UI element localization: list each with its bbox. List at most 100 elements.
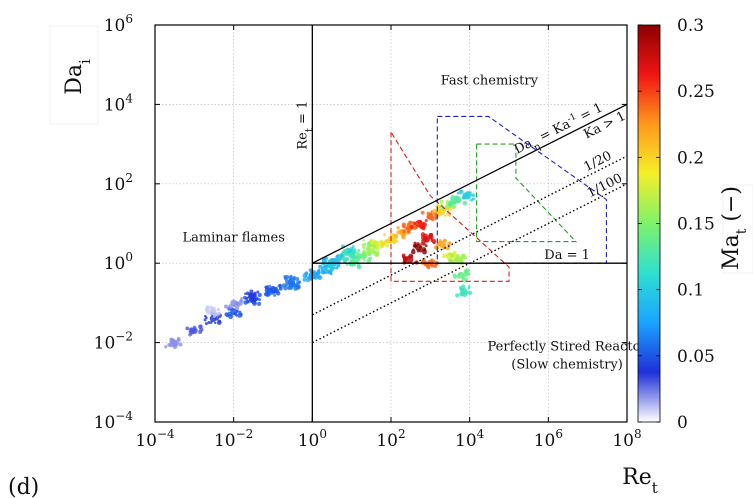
data-point-cluster	[450, 197, 453, 201]
data-point-cluster	[363, 242, 367, 246]
data-point-cluster	[357, 249, 361, 253]
region-label: (Slow chemistry)	[511, 358, 623, 373]
data-point-cluster	[393, 233, 399, 239]
x-tick-label: 102	[376, 427, 405, 451]
data-point-cluster	[330, 272, 333, 276]
data-point-cluster	[323, 257, 327, 261]
x-axis-title: Ret	[622, 465, 658, 497]
data-point-cluster	[362, 239, 365, 242]
data-point-cluster	[467, 287, 470, 290]
data-point-cluster	[217, 312, 221, 315]
data-point-cluster	[455, 293, 460, 298]
data-point-cluster	[452, 250, 457, 255]
data-point-cluster	[316, 270, 321, 274]
data-point-cluster	[456, 274, 461, 279]
data-point-cluster	[238, 310, 242, 314]
data-point-cluster	[446, 246, 450, 251]
data-point-cluster	[460, 288, 465, 293]
data-point-cluster	[383, 233, 387, 237]
data-point-cluster	[454, 195, 459, 201]
x-tick-label: 104	[455, 427, 485, 451]
x-tick-label: 106	[534, 427, 563, 451]
y-ticks: 10−4 10−2 100 102 104 106	[94, 12, 627, 433]
data-point-cluster	[212, 306, 216, 310]
data-point-cluster	[469, 193, 473, 197]
data-point-cluster	[343, 251, 349, 257]
data-point-cluster	[452, 205, 456, 209]
data-point-cluster	[421, 238, 427, 244]
data-point-cluster	[460, 189, 463, 193]
data-point-cluster	[278, 286, 283, 291]
data-point-cluster	[290, 282, 295, 287]
data-point-cluster	[462, 292, 468, 298]
colorbar-tick-label: 0.25	[677, 82, 715, 102]
data-point-cluster	[413, 221, 417, 225]
data-point-cluster	[314, 275, 317, 278]
data-point-cluster	[170, 338, 176, 343]
data-point-cluster	[392, 241, 396, 245]
data-point-cluster	[295, 280, 301, 286]
data-point-cluster	[214, 321, 217, 325]
data-point-cluster	[341, 256, 346, 261]
data-point-cluster	[366, 245, 371, 250]
data-point-cluster	[256, 301, 262, 306]
boundary-label: Ret = 1	[295, 101, 315, 150]
data-point-cluster	[435, 204, 441, 210]
data-point-cluster	[249, 289, 254, 294]
boundary-lines	[311, 25, 627, 422]
data-point-cluster	[235, 309, 239, 313]
colorbar-tick-label: 0	[677, 413, 688, 433]
data-point-cluster	[467, 290, 473, 295]
data-point-cluster	[464, 269, 468, 273]
data-point-cluster	[233, 312, 238, 316]
data-point-cluster	[466, 291, 470, 295]
data-point-cluster	[188, 332, 192, 337]
data-point-cluster	[172, 342, 178, 348]
data-point-cluster	[466, 191, 470, 195]
data-point-cluster	[265, 291, 271, 297]
data-point-cluster	[430, 239, 434, 242]
data-point-cluster	[375, 252, 379, 256]
data-point-cluster	[409, 224, 414, 229]
data-point-cluster	[223, 304, 229, 309]
data-point-cluster	[192, 325, 197, 330]
colorbar-tick-label: 0.1	[677, 281, 704, 301]
data-point-cluster	[281, 283, 287, 288]
data-point-cluster	[361, 243, 364, 247]
data-point-cluster	[216, 307, 221, 312]
data-point-cluster	[461, 195, 467, 200]
data-point-cluster	[455, 258, 458, 261]
data-point-cluster	[295, 276, 300, 282]
data-point-cluster	[228, 304, 233, 309]
data-point-cluster	[427, 266, 431, 270]
data-point-cluster	[176, 336, 181, 341]
data-point-cluster	[206, 310, 211, 315]
data-point-cluster	[203, 314, 207, 318]
data-point-cluster	[277, 284, 281, 288]
data-point-cluster	[442, 238, 448, 243]
data-point-cluster	[268, 284, 272, 288]
data-point-cluster	[362, 245, 366, 249]
data-point-cluster	[419, 224, 424, 229]
data-point-cluster	[287, 285, 292, 290]
data-point-cluster	[290, 280, 293, 283]
data-point-cluster	[212, 314, 216, 318]
data-point-cluster	[416, 249, 420, 253]
y-axis-title: Dai	[49, 25, 99, 125]
boundary-label: Da = 1	[544, 248, 590, 263]
data-point-cluster	[472, 197, 476, 201]
data-point-cluster	[363, 259, 366, 262]
data-point-cluster	[436, 208, 442, 214]
data-point-cluster	[354, 258, 359, 263]
data-point-cluster	[284, 276, 288, 281]
data-point-cluster	[351, 245, 355, 249]
x-ticks: 10−4 10−2 100 102 104 106 108	[135, 25, 642, 451]
dashed-region	[476, 143, 578, 243]
data-point-cluster	[420, 242, 424, 246]
data-point-cluster	[204, 322, 208, 326]
data-point-cluster	[442, 253, 447, 258]
data-point-cluster	[335, 255, 339, 259]
data-point-cluster	[471, 193, 476, 197]
data-point-cluster	[375, 246, 380, 251]
data-point-cluster	[428, 232, 434, 238]
